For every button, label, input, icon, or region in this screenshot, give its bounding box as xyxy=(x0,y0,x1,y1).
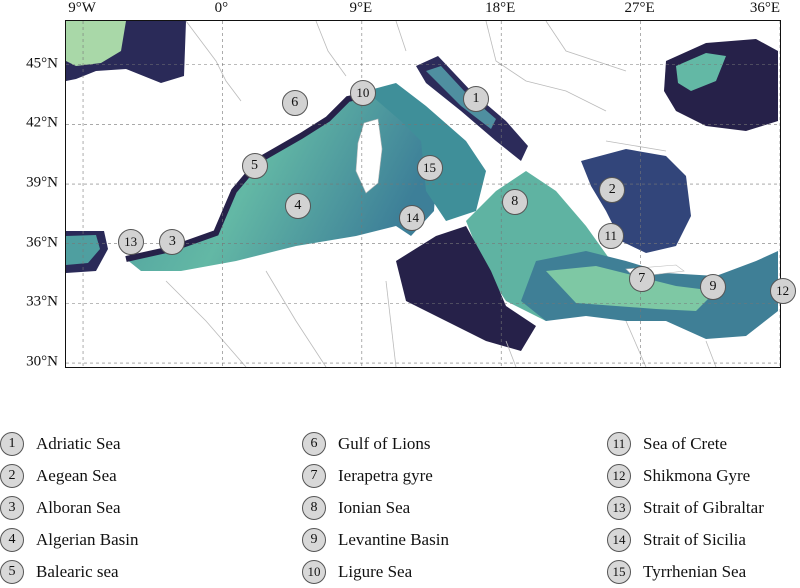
legend-label: Adriatic Sea xyxy=(36,434,121,453)
legend-label: Alboran Sea xyxy=(36,498,121,517)
legend-item: 10 Ligure Sea xyxy=(302,556,449,588)
legend-item: 13 Strait of Gibraltar xyxy=(607,492,764,524)
region-marker-5: 5 xyxy=(241,153,268,180)
legend-column: 1 Adriatic Sea 2 Aegean Sea 3 Alboran Sea 4 Alg… xyxy=(0,428,138,588)
legend-label: Balearic sea xyxy=(36,562,119,581)
region-marker-1: 1 xyxy=(462,85,489,112)
legend-number: 11 xyxy=(607,432,631,456)
black-sea xyxy=(664,39,778,131)
legend-number: 12 xyxy=(607,464,631,488)
legend-item: 7 Ierapetra gyre xyxy=(302,460,449,492)
longitude-label: 36°E xyxy=(749,0,781,16)
legend-number: 2 xyxy=(0,464,24,488)
legend-number: 10 xyxy=(302,560,326,584)
region-marker-4: 4 xyxy=(284,192,311,219)
longitude-label: 27°E xyxy=(624,0,655,16)
region-marker-3: 3 xyxy=(159,228,186,255)
map-panel xyxy=(65,20,781,368)
legend-item: 11 Sea of Crete xyxy=(607,428,764,460)
legend-item: 3 Alboran Sea xyxy=(0,492,138,524)
latitude-label: 30°N xyxy=(26,353,58,370)
legend-item: 15 Tyrrhenian Sea xyxy=(607,556,764,588)
legend-label: Ligure Sea xyxy=(338,562,413,581)
longitude-label: 9°E xyxy=(349,0,373,16)
legend-label: Ionian Sea xyxy=(338,498,411,517)
graticule xyxy=(66,21,780,367)
legend-label: Sea of Crete xyxy=(643,434,728,453)
legend-item: 4 Algerian Basin xyxy=(0,524,138,556)
region-marker-15: 15 xyxy=(416,155,443,182)
legend-label: Gulf of Lions xyxy=(338,434,431,453)
legend-number: 7 xyxy=(302,464,326,488)
legend-item: 12 Shikmona Gyre xyxy=(607,460,764,492)
legend-column: 6 Gulf of Lions 7 Ierapetra gyre 8 Ionian Sea… xyxy=(302,428,449,588)
libyan-shelf xyxy=(396,226,536,351)
legend-label: Shikmona Gyre xyxy=(643,466,751,485)
legend-number: 1 xyxy=(0,432,24,456)
legend-number: 15 xyxy=(607,560,631,584)
longitude-label: 9°W xyxy=(68,0,96,16)
region-marker-13: 13 xyxy=(117,228,144,255)
legend-label: Strait of Gibraltar xyxy=(643,498,764,517)
legend-label: Tyrrhenian Sea xyxy=(643,562,747,581)
black-sea-shelf xyxy=(676,53,726,91)
longitude-label: 0° xyxy=(214,0,229,16)
adriatic-shelf xyxy=(426,66,496,129)
latitude-label: 45°N xyxy=(26,55,58,72)
region-marker-8: 8 xyxy=(501,188,528,215)
longitude-label: 18°E xyxy=(485,0,516,16)
latitude-label: 33°N xyxy=(26,293,58,310)
legend-column: 11 Sea of Crete 12 Shikmona Gyre 13 Strait of… xyxy=(607,428,764,588)
latitude-label: 39°N xyxy=(26,174,58,191)
region-marker-12: 12 xyxy=(769,278,796,305)
legend-number: 13 xyxy=(607,496,631,520)
legend-number: 9 xyxy=(302,528,326,552)
legend-item: 6 Gulf of Lions xyxy=(302,428,449,460)
legend-item: 1 Adriatic Sea xyxy=(0,428,138,460)
mediterranean-map xyxy=(66,21,780,367)
legend: 1 Adriatic Sea 2 Aegean Sea 3 Alboran Sea 4 Alg… xyxy=(0,420,800,584)
legend-number: 14 xyxy=(607,528,631,552)
legend-item: 14 Strait of Sicilia xyxy=(607,524,764,556)
legend-item: 2 Aegean Sea xyxy=(0,460,138,492)
biscay-shelf xyxy=(66,21,126,66)
tyrrhenian-basin xyxy=(366,83,486,221)
legend-number: 4 xyxy=(0,528,24,552)
legend-label: Aegean Sea xyxy=(36,466,117,485)
legend-item: 5 Balearic sea xyxy=(0,556,138,588)
legend-label: Algerian Basin xyxy=(36,530,139,549)
legend-number: 8 xyxy=(302,496,326,520)
legend-item: 9 Levantine Basin xyxy=(302,524,449,556)
latitude-label: 42°N xyxy=(26,114,58,131)
region-marker-10: 10 xyxy=(349,79,376,106)
region-marker-14: 14 xyxy=(399,204,426,231)
region-marker-9: 9 xyxy=(699,274,726,301)
legend-label: Strait of Sicilia xyxy=(643,530,746,549)
region-marker-2: 2 xyxy=(599,177,626,203)
legend-number: 5 xyxy=(0,560,24,584)
legend-number: 6 xyxy=(302,432,326,456)
region-marker-7: 7 xyxy=(628,266,655,293)
latitude-label: 36°N xyxy=(26,234,58,251)
corsica-sardinia xyxy=(355,118,383,194)
legend-item: 8 Ionian Sea xyxy=(302,492,449,524)
region-marker-6: 6 xyxy=(281,89,308,116)
country-borders xyxy=(165,21,717,367)
legend-label: Levantine Basin xyxy=(338,530,449,549)
region-marker-11: 11 xyxy=(597,222,624,249)
legend-number: 3 xyxy=(0,496,24,520)
aegean-basin xyxy=(581,149,691,253)
eastern-basin-core xyxy=(546,266,716,311)
legend-label: Ierapetra gyre xyxy=(338,466,433,485)
